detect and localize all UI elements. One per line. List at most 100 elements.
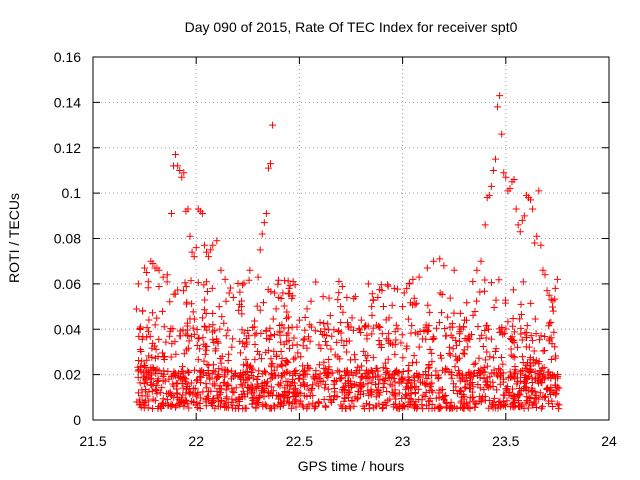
- data-point: [543, 287, 551, 295]
- data-point: [490, 366, 498, 374]
- data-point: [199, 370, 207, 378]
- y-tick-label: 0.1: [62, 185, 82, 201]
- data-point: [248, 400, 256, 408]
- data-point: [197, 394, 205, 402]
- data-point: [438, 290, 446, 298]
- data-point: [428, 371, 436, 379]
- data-point: [548, 397, 556, 405]
- data-point: [432, 324, 440, 332]
- data-point: [201, 323, 209, 331]
- data-point: [216, 382, 224, 390]
- data-point: [480, 386, 488, 394]
- data-point: [346, 388, 354, 396]
- data-point: [200, 241, 208, 249]
- data-point: [187, 379, 195, 387]
- data-point: [450, 266, 458, 274]
- data-point: [252, 384, 260, 392]
- x-tick-label: 21.5: [79, 433, 106, 449]
- data-point: [190, 253, 198, 261]
- data-point: [310, 374, 318, 382]
- data-point: [267, 375, 275, 383]
- data-point: [413, 405, 421, 413]
- data-point: [498, 353, 506, 361]
- data-point: [535, 395, 543, 403]
- data-point: [477, 365, 485, 373]
- data-point: [356, 326, 364, 334]
- data-point: [502, 402, 510, 410]
- data-point: [352, 381, 360, 389]
- data-point: [155, 266, 163, 274]
- data-point: [254, 380, 262, 388]
- data-point: [541, 271, 549, 279]
- data-point: [190, 366, 198, 374]
- data-point: [158, 384, 166, 392]
- data-point: [540, 371, 548, 379]
- data-point: [358, 362, 366, 370]
- data-point: [351, 356, 359, 364]
- data-point: [472, 400, 480, 408]
- data-point: [526, 365, 534, 373]
- data-point: [222, 386, 230, 394]
- data-point: [399, 354, 407, 362]
- data-point: [159, 372, 167, 380]
- data-point: [481, 326, 489, 334]
- data-point: [446, 294, 454, 302]
- data-point: [244, 384, 252, 392]
- data-point: [176, 166, 184, 174]
- data-point: [477, 257, 485, 265]
- data-point: [350, 295, 358, 303]
- data-point: [272, 305, 280, 313]
- data-point: [209, 380, 217, 388]
- data-point: [435, 394, 443, 402]
- data-point: [495, 365, 503, 373]
- data-point: [337, 303, 345, 311]
- data-point: [423, 402, 431, 410]
- x-tick-label: 22: [188, 433, 204, 449]
- data-point: [379, 400, 387, 408]
- data-point: [539, 266, 547, 274]
- data-point: [209, 310, 217, 318]
- data-point: [507, 345, 515, 353]
- data-point: [209, 361, 217, 369]
- data-point: [430, 257, 438, 265]
- data-point: [402, 391, 410, 399]
- data-point: [194, 335, 202, 343]
- data-point: [552, 352, 560, 360]
- data-point: [517, 368, 525, 376]
- data-point: [143, 356, 151, 364]
- data-point: [181, 396, 189, 404]
- data-point: [454, 355, 462, 363]
- data-point: [149, 259, 157, 267]
- data-point: [143, 324, 151, 332]
- data-point: [321, 365, 329, 373]
- data-point: [415, 343, 423, 351]
- data-point: [289, 389, 297, 397]
- data-point: [369, 373, 377, 381]
- data-point: [136, 345, 144, 353]
- data-point: [320, 358, 328, 366]
- data-point: [157, 403, 165, 411]
- data-point: [474, 380, 482, 388]
- data-point: [479, 342, 487, 350]
- data-point: [490, 354, 498, 362]
- data-point: [315, 341, 323, 349]
- data-point: [134, 373, 142, 381]
- data-point: [446, 351, 454, 359]
- data-point: [167, 210, 175, 218]
- data-point: [290, 385, 298, 393]
- data-point: [253, 302, 261, 310]
- data-point: [363, 335, 371, 343]
- data-point: [285, 399, 293, 407]
- data-point: [278, 354, 286, 362]
- data-point: [520, 212, 528, 220]
- data-point: [155, 282, 163, 290]
- data-point: [283, 388, 291, 396]
- data-point: [136, 379, 144, 387]
- data-point: [164, 367, 172, 375]
- data-point: [549, 307, 557, 315]
- data-point: [518, 336, 526, 344]
- data-point: [499, 391, 507, 399]
- data-point: [291, 354, 299, 362]
- data-point: [189, 324, 197, 332]
- data-point: [407, 389, 415, 397]
